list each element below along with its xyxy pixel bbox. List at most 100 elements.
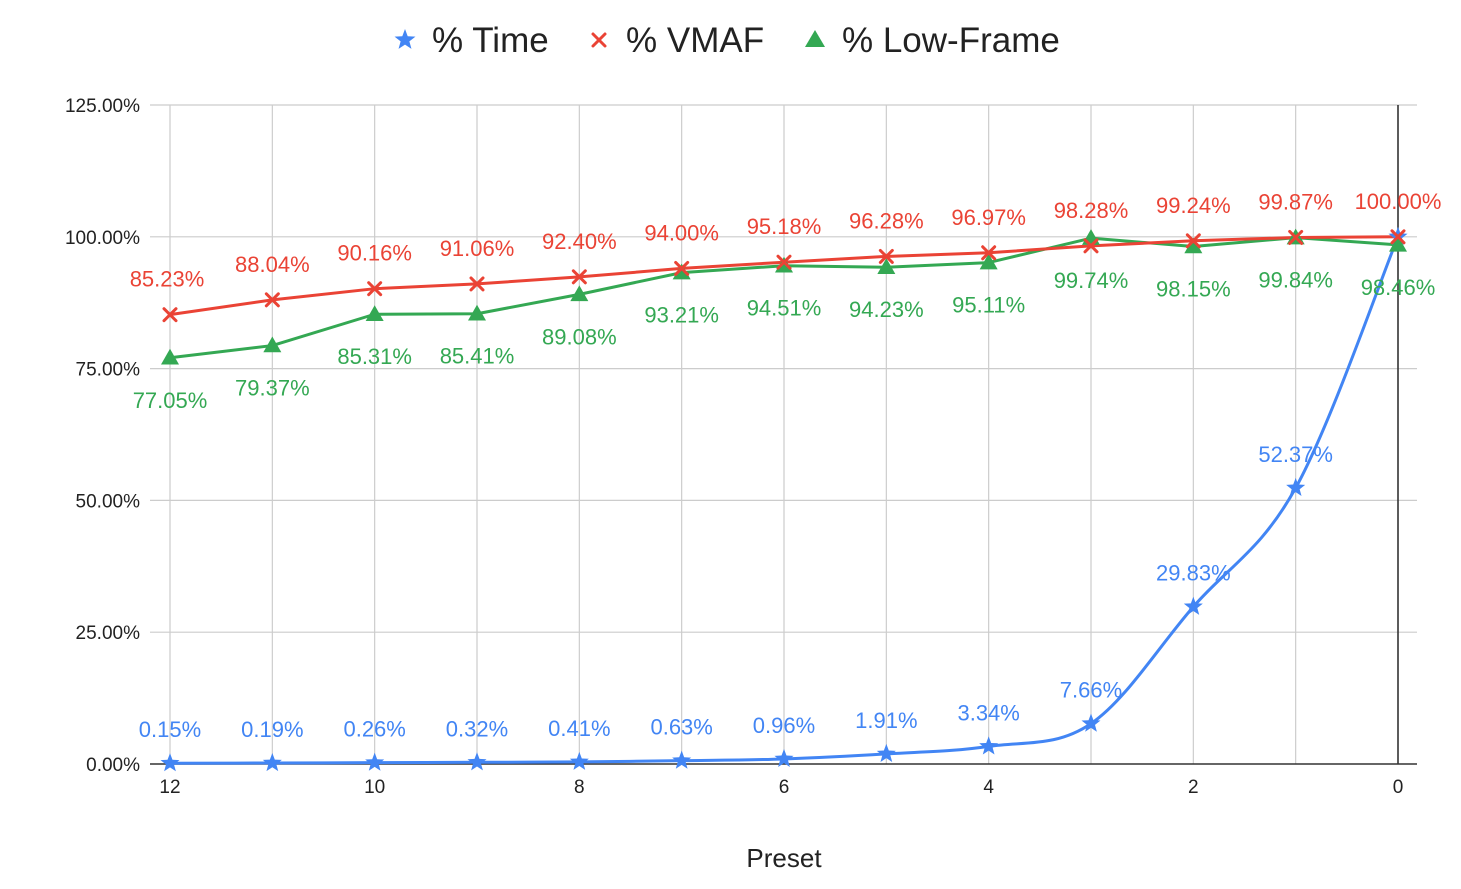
data-point	[979, 736, 999, 755]
x-tick-label: 2	[1188, 777, 1199, 798]
x-tick-label: 6	[779, 777, 790, 798]
data-point	[161, 348, 179, 365]
y-tick-label: 0.00%	[86, 755, 140, 776]
series-markers	[160, 226, 1408, 772]
data-label: 95.18%	[747, 214, 822, 239]
data-point	[774, 748, 794, 768]
data-label: 0.15%	[139, 717, 201, 742]
x-tick-label: 0	[1393, 777, 1404, 798]
data-label: 95.11%	[952, 293, 1025, 318]
data-point	[979, 253, 998, 270]
data-point	[674, 260, 690, 276]
data-label: 99.24%	[1156, 193, 1231, 218]
data-point	[570, 285, 589, 302]
data-point	[262, 753, 282, 772]
x-tick-label: 10	[364, 777, 385, 798]
data-labels: 0.15% 0.19% 0.26% 0.32% 0.41% 0.63% 0.96% 1.91%…	[130, 189, 1442, 742]
data-point	[160, 753, 180, 772]
data-label: 91.06%	[440, 236, 515, 261]
data-label: 99.74%	[1054, 268, 1129, 293]
legend-marker	[805, 30, 825, 47]
data-point	[162, 307, 178, 323]
x-tick-label: 4	[983, 777, 994, 798]
x-tick-label: 12	[159, 777, 180, 798]
x-tick-label: 8	[574, 777, 585, 798]
series-line-0	[169, 236, 1400, 765]
data-label: 3.34%	[957, 700, 1019, 725]
data-label: 90.16%	[337, 241, 412, 266]
data-label: 0.96%	[753, 713, 815, 738]
data-label: 99.87%	[1258, 189, 1333, 214]
data-point	[776, 254, 792, 270]
data-point	[1083, 238, 1099, 254]
data-label: 93.21%	[644, 303, 719, 328]
data-point	[1184, 237, 1203, 254]
data-label: 85.23%	[130, 267, 205, 292]
data-label: 85.41%	[440, 344, 515, 369]
data-point	[1185, 233, 1201, 249]
data-label: 98.15%	[1156, 277, 1231, 302]
data-label: 0.63%	[650, 715, 712, 740]
data-label: 99.84%	[1258, 268, 1333, 293]
legend-marker	[591, 32, 607, 48]
data-point	[672, 263, 691, 280]
data-point	[469, 276, 485, 292]
data-label: 94.51%	[747, 296, 822, 321]
data-point	[365, 305, 384, 321]
legend-label: % Low-Frame	[842, 21, 1060, 60]
data-label: 94.00%	[644, 220, 719, 245]
data-point	[672, 750, 692, 769]
data-point	[468, 304, 486, 321]
data-label: 7.66%	[1060, 678, 1122, 703]
data-point	[365, 752, 385, 771]
data-label: 96.97%	[951, 205, 1026, 230]
data-label: 1.91%	[855, 708, 917, 733]
legend-item: % Low-Frame	[805, 21, 1060, 60]
data-label: 52.37%	[1258, 442, 1333, 467]
data-point	[467, 752, 487, 771]
data-point	[1390, 229, 1406, 245]
data-point	[1183, 596, 1203, 615]
y-tick-label: 75.00%	[76, 360, 141, 381]
data-label: 98.46%	[1361, 275, 1436, 300]
y-tick-label: 125.00%	[65, 96, 140, 117]
data-label: 92.40%	[542, 229, 617, 254]
data-label: 0.41%	[548, 716, 610, 741]
legend-marker	[394, 29, 416, 49]
data-point	[878, 248, 894, 264]
data-label: 0.19%	[241, 717, 303, 742]
data-point	[264, 292, 280, 308]
y-tick-label: 50.00%	[76, 491, 141, 512]
y-tick-label: 100.00%	[65, 228, 140, 249]
data-point	[1286, 477, 1306, 496]
y-axis-ticks: 0.00% 25.00% 50.00% 75.00% 100.00% 125.00%	[65, 96, 140, 776]
data-label: 77.05%	[133, 388, 208, 413]
data-label: 96.28%	[849, 208, 924, 233]
data-point	[263, 336, 282, 353]
data-point	[877, 258, 896, 274]
y-tick-label: 25.00%	[76, 623, 141, 644]
data-label: 79.37%	[235, 376, 310, 401]
x-axis-ticks: 12 10 8 6 4 2 0	[159, 777, 1403, 798]
data-point	[876, 743, 896, 763]
data-point	[1081, 713, 1101, 732]
data-label: 85.31%	[337, 344, 412, 369]
data-label: 0.26%	[343, 717, 405, 742]
data-label: 94.23%	[849, 297, 924, 322]
data-point	[1389, 235, 1407, 252]
data-point	[571, 269, 587, 285]
data-label: 100.00%	[1355, 189, 1442, 214]
data-point	[367, 281, 383, 297]
data-label: 0.32%	[446, 716, 508, 741]
data-point	[981, 245, 997, 261]
data-label: 88.04%	[235, 252, 310, 277]
data-label: 89.08%	[542, 324, 617, 349]
legend: % Time % VMAF % Low-Frame	[394, 21, 1060, 60]
data-label: 98.28%	[1054, 198, 1129, 223]
legend-item: % VMAF	[591, 21, 764, 60]
data-point	[569, 751, 589, 770]
data-label: 29.83%	[1156, 561, 1231, 586]
x-axis-title: Preset	[746, 843, 822, 873]
grid-lines	[150, 104, 1417, 764]
